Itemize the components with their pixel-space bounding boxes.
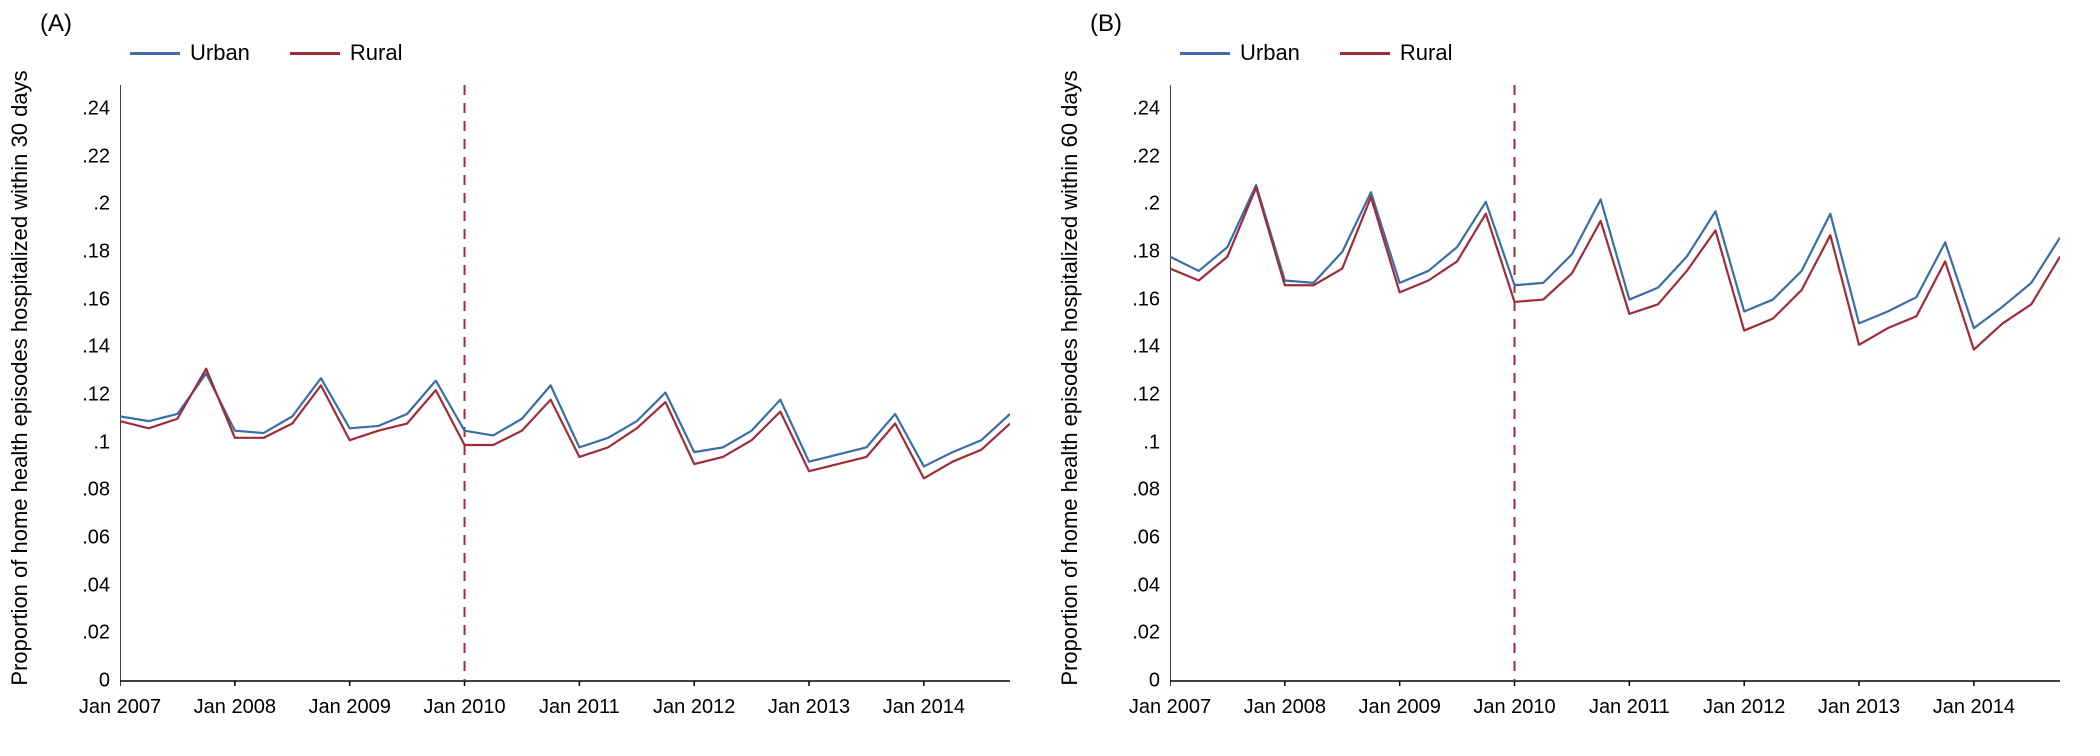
ytick-label: 0 [99,670,110,693]
xtick-label: Jan 2009 [1359,696,1441,719]
legend-line-urban-b [1180,52,1230,55]
ytick-label: .1 [93,431,110,454]
ylabel-a: Proportion of home health episodes hospi… [7,70,33,685]
ytick-label: .12 [1132,383,1160,406]
chart-b-wrap: 0.02.04.06.08.1.12.14.16.18.2.22.24 [1170,80,2060,686]
legend-line-urban [130,52,180,55]
xtick-label: Jan 2011 [1589,696,1670,719]
ytick-label: .24 [82,97,110,120]
ylabel-b: Proportion of home health episodes hospi… [1057,70,1083,685]
legend-label-rural: Rural [350,40,403,66]
xtick-label: Jan 2008 [194,696,276,719]
ytick-label: .14 [1132,336,1160,359]
ytick-label: 0 [1149,670,1160,693]
legend-a: Urban Rural [130,40,403,66]
xticks-b: Jan 2007Jan 2008Jan 2009Jan 2010Jan 2011… [1170,696,2060,726]
ytick-label: .2 [93,193,110,216]
xtick-label: Jan 2010 [423,696,505,719]
ytick-label: .04 [82,574,110,597]
xtick-label: Jan 2008 [1244,696,1326,719]
legend-label-urban: Urban [190,40,250,66]
legend-item-rural: Rural [290,40,403,66]
chart-a-svg [120,80,1010,686]
panel-b-label: (B) [1090,10,1122,38]
ytick-label: .22 [82,145,110,168]
legend-label-rural-b: Rural [1400,40,1453,66]
ytick-label: .06 [82,526,110,549]
xtick-label: Jan 2007 [79,696,161,719]
ytick-label: .18 [1132,240,1160,263]
ytick-label: .14 [82,336,110,359]
ytick-label: .08 [82,479,110,502]
ytick-label: .02 [82,622,110,645]
ytick-label: .2 [1143,193,1160,216]
xtick-label: Jan 2012 [653,696,735,719]
xtick-label: Jan 2010 [1473,696,1555,719]
xtick-label: Jan 2009 [309,696,391,719]
legend-item-rural-b: Rural [1340,40,1453,66]
xtick-label: Jan 2014 [883,696,965,719]
chart-a-wrap: 0.02.04.06.08.1.12.14.16.18.2.22.24 [120,80,1010,686]
xtick-label: Jan 2011 [539,696,620,719]
xtick-label: Jan 2013 [768,696,850,719]
panel-a-label: (A) [40,10,72,38]
legend-item-urban-b: Urban [1180,40,1300,66]
legend-label-urban-b: Urban [1240,40,1300,66]
panel-a: (A) Urban Rural Proportion of home healt… [0,0,1050,756]
ytick-label: .1 [1143,431,1160,454]
xtick-label: Jan 2014 [1933,696,2015,719]
ytick-label: .16 [82,288,110,311]
ytick-label: .02 [1132,622,1160,645]
xticks-a: Jan 2007Jan 2008Jan 2009Jan 2010Jan 2011… [120,696,1010,726]
ytick-label: .16 [1132,288,1160,311]
legend-b: Urban Rural [1180,40,1453,66]
ytick-label: .22 [1132,145,1160,168]
ytick-label: .06 [1132,526,1160,549]
ytick-label: .12 [82,383,110,406]
legend-item-urban: Urban [130,40,250,66]
legend-line-rural [290,52,340,55]
xtick-label: Jan 2012 [1703,696,1785,719]
ytick-label: .18 [82,240,110,263]
xtick-label: Jan 2013 [1818,696,1900,719]
xtick-label: Jan 2007 [1129,696,1211,719]
ytick-label: .04 [1132,574,1160,597]
chart-b-svg [1170,80,2060,686]
legend-line-rural-b [1340,52,1390,55]
figure-container: (A) Urban Rural Proportion of home healt… [0,0,2100,756]
panel-b: (B) Urban Rural Proportion of home healt… [1050,0,2100,756]
ytick-label: .08 [1132,479,1160,502]
ytick-label: .24 [1132,97,1160,120]
